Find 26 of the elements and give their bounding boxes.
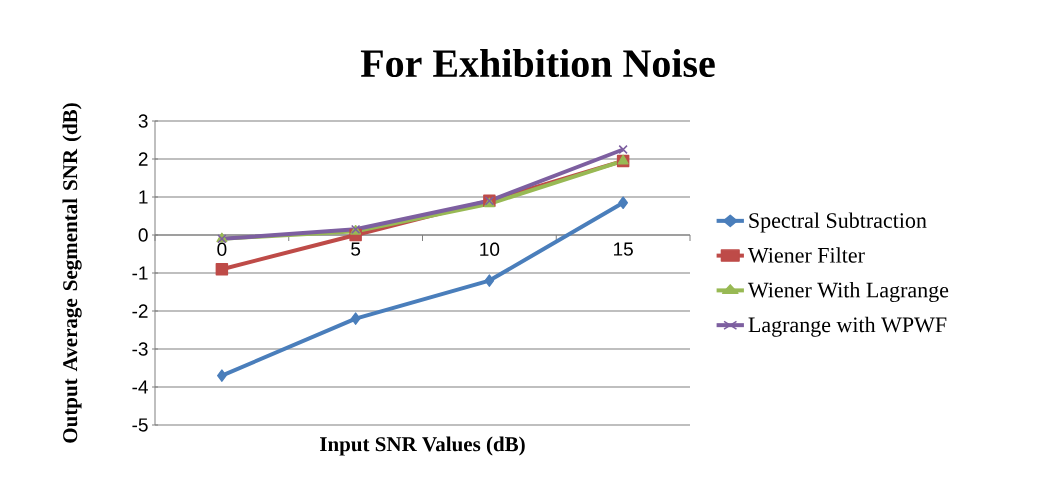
legend-label: Wiener Filter: [747, 247, 865, 263]
x-axis-title: Input SNR Values (dB): [320, 436, 525, 456]
y-tick-label: 3: [138, 114, 148, 128]
point: [350, 312, 361, 325]
x-tick-label: 15: [614, 242, 633, 256]
point: [215, 262, 229, 276]
y-tick-label: -3: [132, 342, 148, 356]
legend-label: Lagrange with WPWF: [748, 316, 947, 337]
y-tick-label: -4: [132, 380, 148, 394]
x-tick-label: 0: [217, 242, 227, 256]
point: [217, 369, 227, 382]
y-tick-label: -1: [132, 266, 148, 280]
point: [618, 196, 628, 209]
y-tick-label: 0: [138, 228, 148, 242]
x-tick-label: 10: [480, 242, 500, 256]
y-tick-label: -5: [132, 418, 148, 432]
y-axis-title: Output Average Segmental SNR (dB): [62, 103, 82, 443]
point: [484, 274, 495, 287]
legend-label: Wiener With Lagrange: [747, 282, 949, 303]
chart-title: For Exhibition Noise: [360, 48, 715, 78]
point: [618, 144, 628, 155]
legend-label: Spectral Subtraction: [749, 212, 927, 233]
y-tick-label: 1: [139, 190, 148, 204]
x-tick-label: 5: [351, 242, 361, 256]
y-tick-label: -2: [132, 304, 148, 318]
y-tick-label: 2: [138, 152, 148, 166]
